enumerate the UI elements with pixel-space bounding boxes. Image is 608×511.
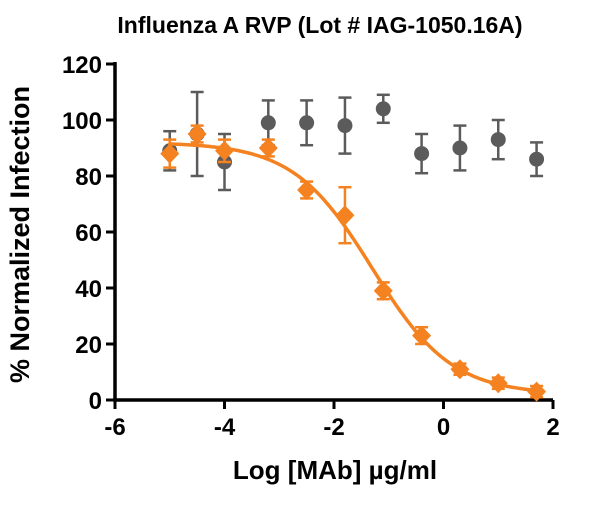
y-tick-label: 20	[75, 332, 102, 359]
data-point-diamond	[527, 381, 547, 402]
data-point-circle	[529, 151, 545, 167]
data-point-diamond	[160, 143, 180, 164]
x-axis-label: Log [MAb] µg/ml	[232, 455, 438, 485]
data-point-circle	[490, 132, 506, 148]
y-axis-label: % Normalized Infection	[2, 40, 38, 430]
data-point-circle	[375, 101, 391, 117]
x-tick-label: -2	[323, 414, 344, 441]
chart-title: Influenza A RVP (Lot # IAG-1050.16A)	[117, 12, 523, 38]
data-point-diamond	[450, 359, 470, 380]
x-tick-label: 0	[437, 414, 450, 441]
y-tick-label: 40	[75, 276, 102, 303]
data-point-circle	[260, 115, 276, 131]
x-tick-label: -6	[104, 414, 125, 441]
data-point-diamond	[488, 373, 508, 394]
data-point-diamond	[412, 325, 432, 346]
data-point-diamond	[297, 180, 317, 200]
data-point-diamond	[373, 280, 393, 301]
x-tick-label: -4	[214, 414, 236, 441]
y-tick-label: 60	[75, 220, 102, 247]
y-tick-label: 80	[75, 164, 102, 191]
data-point-circle	[452, 140, 468, 156]
data-point-diamond	[187, 124, 207, 144]
data-point-diamond	[258, 138, 278, 158]
data-point-circle	[337, 118, 353, 134]
x-tick-label: 2	[546, 414, 559, 441]
data-point-circle	[414, 146, 430, 162]
data-point-circle	[299, 115, 315, 131]
y-tick-label: 100	[62, 108, 102, 135]
data-point-diamond	[335, 205, 355, 226]
y-tick-label: 0	[89, 388, 102, 415]
y-axis-label-text: % Normalized Infection	[4, 86, 35, 384]
y-tick-label: 120	[62, 52, 102, 79]
data-point-diamond	[215, 140, 234, 161]
